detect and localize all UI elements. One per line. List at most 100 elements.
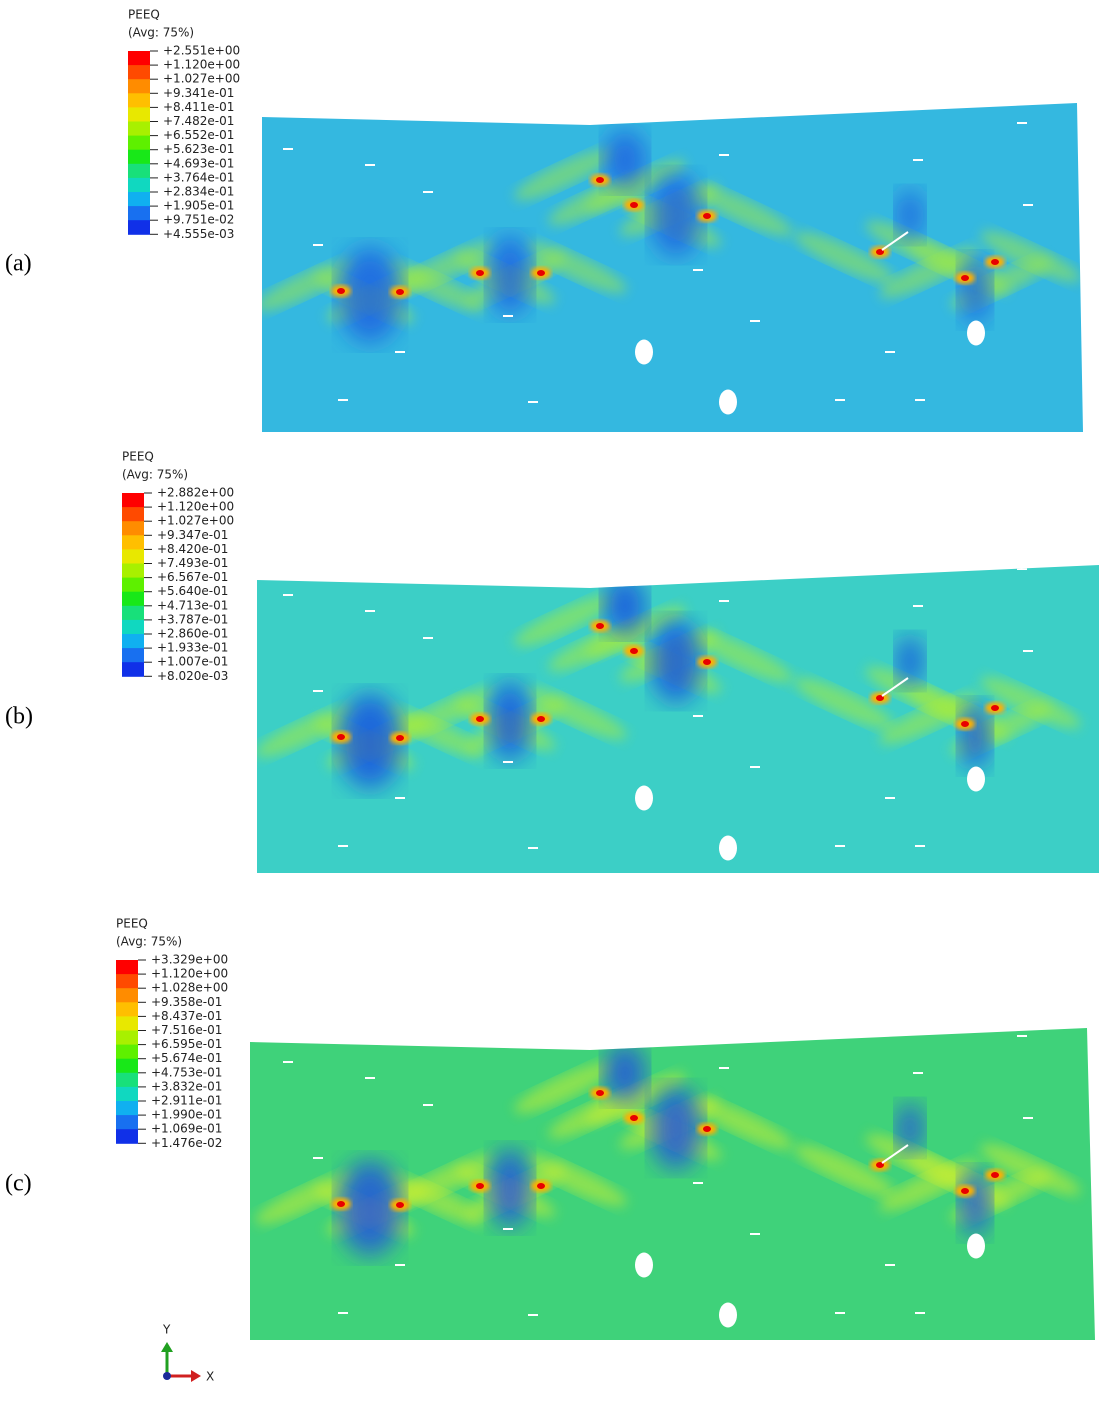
legend-value: +5.623e-01 bbox=[163, 142, 234, 156]
legend-value: +1.027e+00 bbox=[163, 72, 240, 86]
legend-swatch bbox=[122, 564, 144, 579]
axis-triad: YX bbox=[161, 1323, 214, 1384]
legend-swatch bbox=[116, 988, 138, 1003]
legend-swatch bbox=[116, 1059, 138, 1074]
legend-value: +6.595e-01 bbox=[151, 1037, 222, 1051]
hot-spot bbox=[703, 1126, 711, 1132]
low-strain-zone bbox=[896, 635, 924, 687]
legend-swatch bbox=[116, 960, 138, 975]
legend-swatch bbox=[128, 93, 150, 108]
legend-value: +8.020e-03 bbox=[157, 669, 228, 683]
legend-swatch bbox=[122, 521, 144, 536]
low-strain-zone bbox=[650, 1086, 702, 1170]
legend-swatch bbox=[116, 974, 138, 989]
legend-swatch bbox=[122, 620, 144, 635]
triad-y-label: Y bbox=[162, 1323, 171, 1337]
hot-spot bbox=[703, 213, 711, 219]
legend-subtitle: (Avg: 75%) bbox=[116, 935, 182, 949]
legend-value: +6.552e-01 bbox=[163, 128, 234, 142]
hole bbox=[719, 1303, 737, 1328]
legend-value: +9.347e-01 bbox=[157, 528, 228, 542]
triad-origin bbox=[163, 1372, 171, 1380]
legend-swatch bbox=[128, 150, 150, 165]
legend-value: +2.834e-01 bbox=[163, 185, 234, 199]
legend-title: PEEQ bbox=[128, 8, 160, 22]
hot-spot bbox=[396, 289, 404, 295]
legend-value: +3.329e+00 bbox=[151, 953, 228, 967]
legend-value: +6.567e-01 bbox=[157, 570, 228, 584]
hole bbox=[967, 321, 985, 346]
legend-value: +7.482e-01 bbox=[163, 114, 234, 128]
legend-swatch bbox=[116, 1016, 138, 1031]
hole bbox=[967, 767, 985, 792]
legend-value: +4.693e-01 bbox=[163, 156, 234, 170]
hot-spot bbox=[961, 275, 969, 281]
legend-value: +1.007e-01 bbox=[157, 655, 228, 669]
panel: (b)PEEQ(Avg: 75%)+2.882e+00+1.120e+00+1.… bbox=[5, 450, 1099, 874]
legend-swatch bbox=[122, 662, 144, 677]
hot-spot bbox=[630, 1115, 638, 1121]
legend-swatch bbox=[116, 1087, 138, 1102]
legend-value: +1.933e-01 bbox=[157, 641, 228, 655]
legend-title: PEEQ bbox=[122, 450, 154, 464]
legend-value: +1.905e-01 bbox=[163, 199, 234, 213]
hole bbox=[719, 836, 737, 861]
hot-spot bbox=[537, 270, 545, 276]
legend-value: +3.832e-01 bbox=[151, 1079, 222, 1093]
legend-value: +5.674e-01 bbox=[151, 1051, 222, 1065]
legend-value: +4.555e-03 bbox=[163, 227, 234, 241]
low-strain-zone bbox=[488, 1148, 532, 1228]
legend-value: +2.551e+00 bbox=[163, 44, 240, 58]
legend-value: +5.640e-01 bbox=[157, 584, 228, 598]
hot-spot bbox=[537, 716, 545, 722]
legend-swatch bbox=[122, 606, 144, 621]
legend-value: +3.764e-01 bbox=[163, 170, 234, 184]
legend-swatch bbox=[122, 592, 144, 607]
hot-spot bbox=[630, 648, 638, 654]
panel: (a)PEEQ(Avg: 75%)+2.551e+00+1.120e+00+1.… bbox=[5, 8, 1086, 433]
triad-x-label: X bbox=[206, 1370, 214, 1384]
legend-swatch bbox=[128, 122, 150, 137]
legend-value: +1.120e+00 bbox=[151, 967, 228, 981]
low-strain-zone bbox=[959, 256, 991, 324]
legend-swatch bbox=[116, 1101, 138, 1116]
hot-spot bbox=[703, 659, 711, 665]
hot-spot bbox=[991, 1172, 999, 1178]
legend-value: +1.027e+00 bbox=[157, 514, 234, 528]
legend-value: +9.358e-01 bbox=[151, 995, 222, 1009]
triad-x-arrow bbox=[191, 1370, 201, 1382]
legend-swatch bbox=[116, 1115, 138, 1130]
legend-subtitle: (Avg: 75%) bbox=[122, 468, 188, 482]
legend-swatch bbox=[128, 79, 150, 94]
legend-swatch bbox=[128, 220, 150, 235]
hot-spot bbox=[476, 716, 484, 722]
legend-swatch bbox=[122, 578, 144, 593]
legend-swatch bbox=[122, 493, 144, 508]
legend-value: +1.069e-01 bbox=[151, 1122, 222, 1136]
legend-title: PEEQ bbox=[116, 917, 148, 931]
legend-swatch bbox=[116, 1073, 138, 1088]
legend-value: +1.476e-02 bbox=[151, 1136, 222, 1150]
legend-value: +2.860e-01 bbox=[157, 627, 228, 641]
hot-spot bbox=[596, 177, 604, 183]
hot-spot bbox=[596, 1090, 604, 1096]
low-strain-zone bbox=[896, 189, 924, 241]
hole bbox=[719, 390, 737, 415]
hot-spot bbox=[961, 1188, 969, 1194]
hot-spot bbox=[337, 1201, 345, 1207]
legend-value: +7.493e-01 bbox=[157, 556, 228, 570]
hole bbox=[967, 1234, 985, 1259]
hole bbox=[635, 340, 653, 365]
legend-swatch bbox=[128, 136, 150, 151]
legend-value: +1.120e+00 bbox=[163, 58, 240, 72]
figure: (a)PEEQ(Avg: 75%)+2.551e+00+1.120e+00+1.… bbox=[0, 0, 1099, 1405]
hot-spot bbox=[991, 705, 999, 711]
panel-label: (c) bbox=[5, 1171, 32, 1197]
legend-swatch bbox=[116, 1045, 138, 1060]
hot-spot bbox=[537, 1183, 545, 1189]
legend-swatch bbox=[128, 192, 150, 207]
panel-label: (a) bbox=[5, 251, 32, 277]
legend-value: +9.341e-01 bbox=[163, 86, 234, 100]
hot-spot bbox=[337, 734, 345, 740]
legend-swatch bbox=[122, 648, 144, 663]
